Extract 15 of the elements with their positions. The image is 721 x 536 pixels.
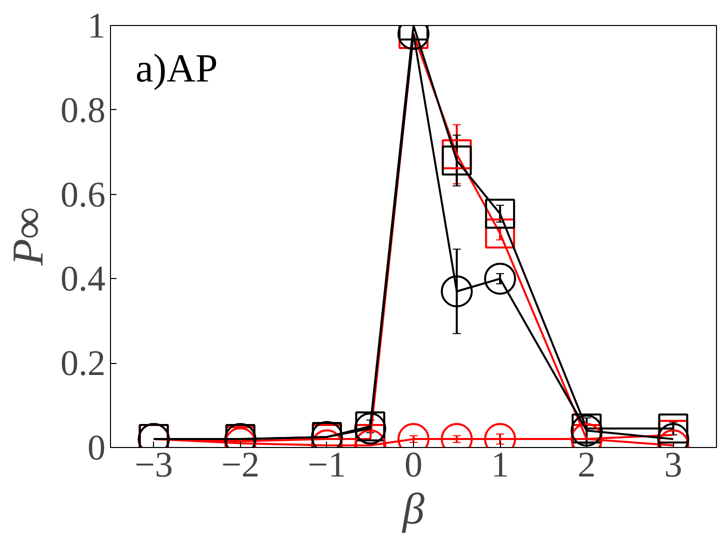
x-tick-label: −2: [221, 444, 260, 484]
x-tick-label: 3: [664, 444, 682, 484]
x-tick-label: 1: [491, 444, 510, 484]
x-axis-title: β: [402, 484, 425, 534]
x-tick-label: −1: [308, 444, 346, 484]
y-tick-label: 0.4: [60, 258, 106, 299]
annotation: a)AP: [136, 46, 218, 90]
y-tick-label: 0.6: [60, 174, 106, 214]
y-axis-title: P∞: [4, 207, 52, 267]
y-tick-label: 0.8: [60, 90, 106, 130]
y-tick-label: 0.2: [60, 343, 106, 384]
x-tick-label: −3: [134, 444, 173, 484]
x-tick-label: 0: [404, 444, 422, 484]
x-tick-label: 2: [578, 444, 596, 484]
y-tick-label: 1: [88, 6, 106, 46]
